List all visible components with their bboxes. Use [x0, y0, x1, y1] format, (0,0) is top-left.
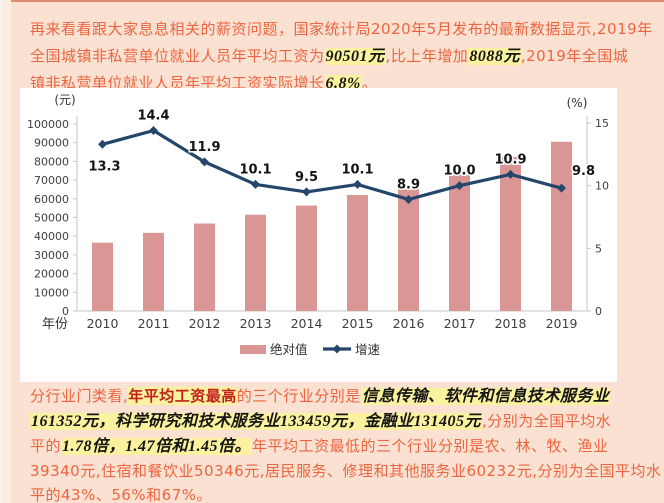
bar-2011 — [143, 232, 164, 311]
text-run: 镇非私营单位就业人员年平均工资实际增长 — [30, 74, 325, 92]
growth-marker-2012 — [200, 157, 209, 167]
year-label-2017: 2017 — [444, 316, 476, 331]
left-axis-tick-label: 90000 — [34, 137, 69, 150]
bar-2012 — [194, 223, 215, 311]
legend-line-marker — [332, 344, 342, 354]
left-axis-tick-label: 0 — [62, 305, 69, 318]
growth-label-2012: 11.9 — [188, 140, 220, 155]
text-line: 分行业门类看,年平均工资最高的三个行业分别是信息传输、软件和信息技术服务业 — [30, 384, 658, 409]
left-edge-strip-inner — [3, 0, 11, 503]
left-axis-tick-label: 80000 — [34, 155, 69, 168]
text-run: ,比上年增加 — [385, 47, 469, 65]
text-run: 平的43%、56%和67%。 — [30, 486, 213, 503]
text-line: 平的43%、56%和67%。 — [30, 483, 658, 503]
text-run: ,2019年全国城 — [520, 47, 629, 65]
year-label-2014: 2014 — [291, 316, 323, 331]
text-run: 年平均工资最高 — [128, 387, 237, 405]
left-axis-tick-label: 20000 — [34, 268, 69, 281]
industry-paragraph: 分行业门类看,年平均工资最高的三个行业分别是信息传输、软件和信息技术服务业 161… — [30, 384, 662, 503]
right-axis-title: (%) — [567, 96, 588, 110]
growth-marker-2016 — [404, 194, 413, 204]
text-line: 镇非私营单位就业人员年平均工资实际增长6.8%。 — [30, 70, 654, 97]
text-run: ,分别为全国平均水 — [482, 412, 612, 430]
text-run: 全国城镇非私营单位就业人员年平均工资为 — [30, 47, 325, 65]
right-axis-tick-label: 5 — [595, 242, 602, 255]
left-axis-tick-label: 70000 — [34, 174, 69, 187]
growth-label-2016: 8.9 — [397, 177, 420, 192]
bar-2017 — [449, 172, 470, 311]
text-line: 161352元，科学研究和技术服务业133459元，金融业131405元,分别为… — [30, 409, 658, 434]
chart-panel: 0 10000 20000 30000 40000 50000 60000 70000 8000… — [20, 88, 617, 382]
legend-bar-swatch — [240, 345, 266, 354]
growth-marker-2011 — [149, 126, 158, 136]
text-run: 90501元 — [324, 48, 386, 65]
growth-marker-2010 — [98, 139, 107, 149]
year-label-2019: 2019 — [546, 316, 578, 331]
right-axis-tick-label: 15 — [595, 117, 609, 130]
year-label-2015: 2015 — [342, 316, 374, 331]
bar-2019 — [551, 141, 572, 311]
growth-marker-2018 — [506, 169, 515, 179]
text-line: 再来看看跟大家息息相关的薪资问题，国家统计局2020年5月发布的最新数据显示,2… — [30, 16, 654, 43]
left-axis-tick-label: 40000 — [34, 230, 69, 243]
left-axis-tick-label: 10000 — [34, 286, 69, 299]
intro-paragraph: 再来看看跟大家息息相关的薪资问题，国家统计局2020年5月发布的最新数据显示,2… — [30, 16, 654, 97]
text-run: 6.8% — [324, 75, 362, 92]
growth-label-2011: 14.4 — [137, 109, 169, 124]
growth-label-2015: 10.1 — [341, 162, 373, 177]
text-line: 平的1.78倍，1.47倍和1.45倍。年平均工资最低的三个行业分别是农、林、牧… — [30, 434, 658, 459]
growth-marker-2013 — [251, 179, 260, 189]
growth-marker-2017 — [455, 181, 464, 191]
top-rule — [0, 0, 664, 2]
text-run: 年平均工资最低的三个行业分别是农、林、牧、渔业 — [252, 437, 609, 455]
growth-marker-2014 — [302, 187, 311, 197]
wage-chart-svg: 0 10000 20000 30000 40000 50000 60000 70000 8000… — [27, 93, 609, 357]
left-edge-strip-outer — [0, 0, 3, 503]
text-run: 信息传输、软件和信息技术服务业 — [360, 388, 611, 405]
growth-label-2018: 10.9 — [494, 152, 526, 167]
bar-2016 — [398, 184, 419, 311]
right-axis-tick-label: 0 — [595, 305, 602, 318]
growth-label-2019: 9.8 — [572, 164, 595, 179]
left-axis-title: (元) — [54, 93, 75, 107]
text-run: 的三个行业分别是 — [236, 387, 361, 405]
growth-marker-2019 — [557, 183, 566, 193]
x-axis-title: 年份 — [42, 317, 68, 332]
legend-bar-label: 绝对值 — [270, 342, 308, 357]
text-line: 全国城镇非私营单位就业人员年平均工资为90501元,比上年增加8088元,201… — [30, 43, 654, 70]
year-label-2012: 2012 — [189, 316, 221, 331]
year-label-2016: 2016 — [393, 316, 425, 331]
text-run: 39340元,住宿和餐饮业50346元,居民服务、修理和其他服务业60232元,… — [30, 462, 662, 480]
bar-2013 — [245, 214, 266, 311]
text-run: 1.78倍，1.47倍和1.45倍。 — [61, 438, 253, 455]
year-label-2013: 2013 — [240, 316, 272, 331]
left-axis-tick-label: 30000 — [34, 249, 69, 262]
growth-marker-2015 — [353, 179, 362, 189]
growth-line — [100, 128, 564, 202]
left-axis-tick-label: 100000 — [27, 118, 69, 131]
growth-label-2010: 13.3 — [88, 159, 120, 174]
bar-2014 — [296, 205, 317, 311]
text-run: 。 — [361, 74, 378, 92]
year-label-2018: 2018 — [495, 316, 527, 331]
text-run: 分行业门类看, — [30, 387, 129, 405]
right-axis-tick-label: 10 — [595, 180, 609, 193]
year-label-2011: 2011 — [138, 316, 170, 331]
text-run: 8088元 — [468, 48, 521, 65]
growth-label-2013: 10.1 — [239, 162, 271, 177]
text-run: 平的 — [30, 437, 62, 455]
growth-label-2017: 10.0 — [443, 164, 475, 179]
legend-line-label: 增速 — [355, 342, 381, 357]
text-run: 161352元，科学研究和技术服务业133459元，金融业131405元 — [30, 413, 483, 430]
bar-2018 — [500, 156, 521, 311]
left-axis-tick-label: 60000 — [34, 193, 69, 206]
bar-2010 — [92, 242, 113, 311]
left-axis-tick-label: 50000 — [34, 212, 69, 225]
bar-2015 — [347, 195, 368, 311]
text-line: 39340元,住宿和餐饮业50346元,居民服务、修理和其他服务业60232元,… — [30, 459, 662, 483]
year-label-2010: 2010 — [87, 316, 119, 331]
growth-label-2014: 9.5 — [295, 170, 318, 185]
text-run: 再来看看跟大家息息相关的薪资问题，国家统计局2020年5月发布的最新数据显示,2… — [30, 20, 653, 38]
